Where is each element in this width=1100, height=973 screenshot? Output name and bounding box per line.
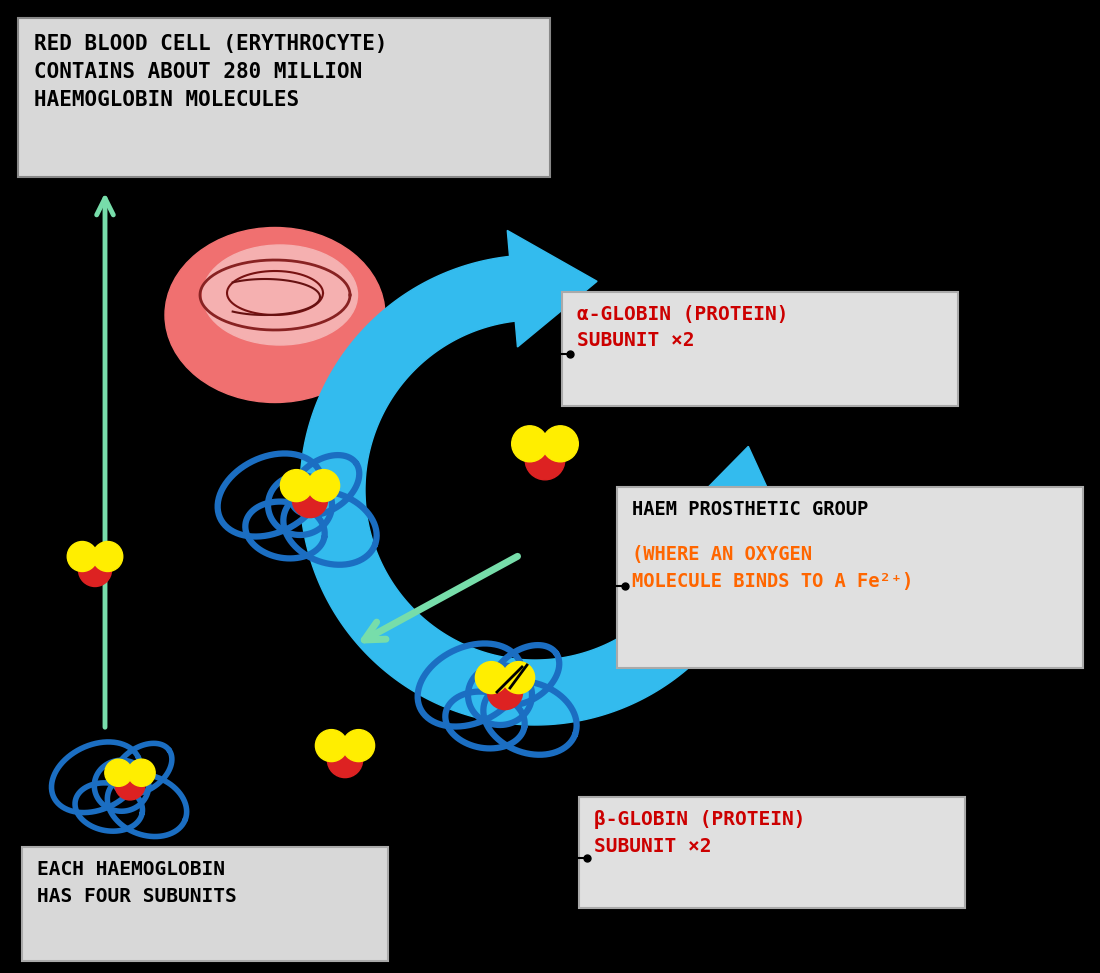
Ellipse shape: [202, 245, 358, 345]
Circle shape: [503, 662, 535, 694]
Text: RED BLOOD CELL (ERYTHROCYTE)
CONTAINS ABOUT 280 MILLION
HAEMOGLOBIN MOLECULES: RED BLOOD CELL (ERYTHROCYTE) CONTAINS AB…: [34, 34, 387, 110]
Text: β-GLOBIN (PROTEIN)
SUBUNIT ×2: β-GLOBIN (PROTEIN) SUBUNIT ×2: [594, 810, 805, 855]
FancyBboxPatch shape: [22, 847, 388, 961]
Circle shape: [342, 730, 375, 762]
FancyBboxPatch shape: [562, 292, 958, 406]
Circle shape: [525, 440, 564, 480]
Text: EACH HAEMOGLOBIN
HAS FOUR SUBUNITS: EACH HAEMOGLOBIN HAS FOUR SUBUNITS: [37, 860, 236, 906]
Circle shape: [293, 483, 328, 518]
FancyBboxPatch shape: [617, 487, 1084, 668]
Text: HAEM PROSTHETIC GROUP: HAEM PROSTHETIC GROUP: [632, 500, 868, 519]
Circle shape: [475, 662, 507, 694]
Polygon shape: [507, 231, 597, 347]
FancyBboxPatch shape: [18, 18, 550, 177]
Circle shape: [116, 770, 145, 800]
Ellipse shape: [165, 228, 385, 403]
Circle shape: [67, 542, 97, 571]
FancyBboxPatch shape: [579, 797, 965, 908]
Circle shape: [280, 470, 312, 502]
Polygon shape: [675, 447, 791, 540]
Circle shape: [316, 730, 348, 762]
Circle shape: [512, 426, 548, 462]
Circle shape: [104, 759, 132, 786]
Polygon shape: [300, 256, 767, 725]
Circle shape: [542, 426, 579, 462]
Circle shape: [328, 742, 363, 777]
Circle shape: [92, 542, 123, 571]
Circle shape: [128, 759, 155, 786]
Circle shape: [487, 674, 522, 709]
Circle shape: [308, 470, 340, 502]
Text: α-GLOBIN (PROTEIN)
SUBUNIT ×2: α-GLOBIN (PROTEIN) SUBUNIT ×2: [578, 305, 789, 350]
Circle shape: [78, 554, 111, 587]
Text: (WHERE AN OXYGEN
MOLECULE BINDS TO A Fe²⁺): (WHERE AN OXYGEN MOLECULE BINDS TO A Fe²…: [632, 545, 913, 591]
